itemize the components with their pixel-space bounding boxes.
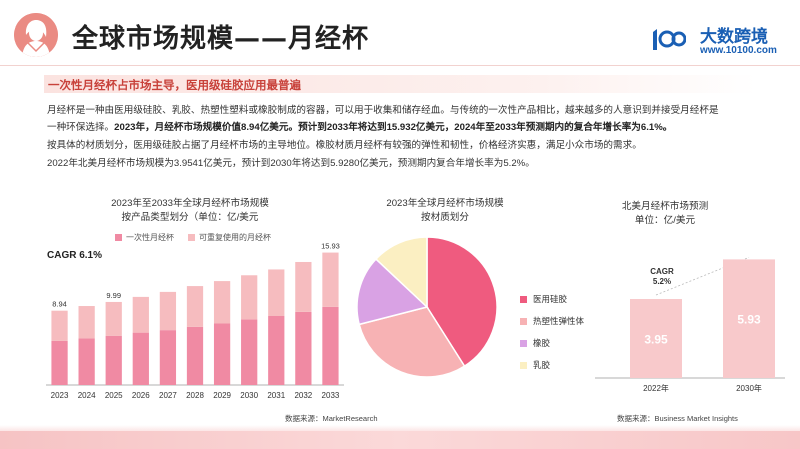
brand-logo-icon bbox=[653, 29, 686, 50]
na-chart-title-line-2: 单位：亿/美元 bbox=[634, 215, 696, 226]
bar-segment-reusable bbox=[51, 310, 68, 341]
bar-segment-reusable bbox=[295, 261, 312, 312]
pie-chart-title: 2023年全球月经杯市场规模 按材质划分 bbox=[375, 197, 515, 225]
bar-x-tick-label: 2027 bbox=[159, 391, 177, 400]
bar-chart-title-line-2: 按产品类型划分（单位：亿/美元 bbox=[121, 212, 259, 223]
brand-url: www.10100.com bbox=[700, 45, 777, 56]
brand-name: 大数跨境 bbox=[700, 27, 768, 47]
bar-x-tick-label: 2024 bbox=[78, 391, 96, 400]
pie-slice bbox=[356, 258, 429, 326]
presenter-avatar-icon bbox=[14, 13, 58, 57]
bar-segment-disposable bbox=[213, 323, 231, 385]
bar-x-tick-label: 2029 bbox=[213, 391, 231, 400]
na-cagr-value: 5.2% bbox=[653, 277, 671, 286]
pie-legend-item: 乳胶 bbox=[520, 354, 584, 376]
bar-segment-disposable bbox=[322, 306, 339, 385]
pie-chart-title-line-2: 按材质划分 bbox=[421, 212, 469, 223]
bar-legend: 一次性月经杯 可重复使用的月经杯 bbox=[115, 232, 271, 243]
bar-segment-disposable bbox=[159, 330, 177, 385]
na-trend-line bbox=[655, 257, 750, 296]
legend-label-disposable: 一次性月经杯 bbox=[126, 233, 174, 242]
na-bar bbox=[630, 299, 682, 378]
page-title: 全球市场规模——月经杯 bbox=[72, 24, 370, 54]
bar-segment-disposable bbox=[132, 332, 149, 385]
bar-cagr-annotation: CAGR 6.1% bbox=[47, 250, 103, 261]
pie-legend-swatch bbox=[520, 361, 527, 369]
bar-data-label: 15.93 bbox=[321, 242, 340, 251]
paragraph-1-plain: 一种环保选择。 bbox=[47, 122, 115, 133]
title-divider bbox=[0, 65, 800, 66]
pie-legend-label: 医用硅胶 bbox=[533, 294, 568, 304]
bar-segment-reusable bbox=[268, 269, 285, 317]
na-x-tick-label: 2030年 bbox=[736, 383, 762, 393]
bar-segment-reusable bbox=[78, 306, 95, 339]
legend-label-reusable: 可重复使用的月经杯 bbox=[199, 233, 271, 242]
bar-segment-disposable bbox=[105, 335, 122, 385]
bar-segment-reusable bbox=[186, 286, 204, 327]
paragraph-1-line-1: 月经杯是一种由医用级硅胶、乳胶、热塑性塑料或橡胶制成的容器，可以用于收集和储存经… bbox=[47, 105, 719, 116]
stacked-bar-chart: 2023 8.94 2024 2025 9.99 2026 2027 2028 2029 2030… bbox=[46, 242, 344, 400]
pie-slice bbox=[374, 236, 428, 309]
na-bar bbox=[723, 259, 775, 378]
pie-legend-item: 热塑性弹性体 bbox=[520, 310, 584, 332]
pie-legend-label: 热塑性弹性体 bbox=[533, 316, 585, 326]
brand-logo: 大数跨境 www.10100.com bbox=[650, 22, 790, 64]
na-chart-source: 数据来源：Business Market Insights bbox=[617, 414, 738, 423]
pie-legend-swatch bbox=[520, 317, 527, 325]
pie-chart-title-line-1: 2023年全球月经杯市场规模 bbox=[386, 198, 504, 209]
pie-legend-item: 医用硅胶 bbox=[520, 288, 584, 310]
bar-x-tick-label: 2025 bbox=[105, 391, 123, 400]
bar-x-tick-label: 2033 bbox=[322, 391, 340, 400]
pie-legend-label: 橡胶 bbox=[533, 338, 551, 348]
paragraph-1-highlight: 2023年，月经杯市场规模价值8.94亿美元。预计到2033年将达到15.932… bbox=[114, 122, 673, 133]
pie-chart bbox=[356, 236, 498, 378]
bar-segment-disposable bbox=[51, 340, 68, 385]
bar-segment-reusable bbox=[132, 296, 149, 333]
section-subtitle: 一次性月经杯占市场主导，医用级硅胶应用最普遍 bbox=[48, 80, 301, 92]
paragraph-3: 2022年北美月经杯市场规模为3.9541亿美元，预计到2030年将达到5.92… bbox=[47, 158, 535, 169]
subtitle-band bbox=[44, 75, 756, 93]
bar-segment-disposable bbox=[241, 319, 258, 385]
bar-segment-reusable bbox=[159, 291, 177, 331]
bar-segment-reusable bbox=[213, 281, 231, 324]
paragraph-1-line-2: 一种环保选择。2023年，月经杯市场规模价值8.94亿美元。预计到2033年将达… bbox=[47, 121, 672, 134]
legend-swatch-reusable bbox=[188, 234, 195, 241]
bar-segment-disposable bbox=[268, 316, 285, 385]
bar-segment-reusable bbox=[241, 275, 258, 320]
bar-segment-disposable bbox=[78, 338, 95, 385]
bar-x-tick-label: 2023 bbox=[51, 391, 69, 400]
na-chart-title: 北美月经杯市场预测 单位：亿/美元 bbox=[600, 200, 730, 228]
bar-segment-reusable bbox=[322, 252, 339, 307]
bar-x-tick-label: 2026 bbox=[132, 391, 150, 400]
na-bar-value-label: 3.95 bbox=[644, 333, 668, 347]
pie-legend: 医用硅胶热塑性弹性体 橡胶乳胶 bbox=[520, 288, 584, 376]
bar-x-tick-label: 2028 bbox=[186, 391, 204, 400]
bar-segment-disposable bbox=[295, 311, 312, 385]
bar-x-tick-label: 2032 bbox=[294, 391, 312, 400]
na-bar-value-label: 5.93 bbox=[737, 313, 761, 327]
na-cagr-label: CAGR bbox=[650, 267, 674, 276]
legend-swatch-disposable bbox=[115, 234, 122, 241]
bar-x-tick-label: 2030 bbox=[240, 391, 258, 400]
bar-segment-disposable bbox=[186, 326, 204, 385]
bar-x-tick-label: 2031 bbox=[267, 391, 285, 400]
na-x-tick-label: 2022年 bbox=[643, 383, 669, 393]
bar-chart-title: 2023年至2033年全球月经杯市场规模 按产品类型划分（单位：亿/美元 bbox=[90, 197, 290, 225]
pie-slice bbox=[358, 306, 466, 378]
bar-chart-title-line-1: 2023年至2033年全球月经杯市场规模 bbox=[111, 198, 269, 209]
bar-data-label: 9.99 bbox=[106, 291, 121, 300]
footer-band bbox=[0, 425, 800, 449]
bar-data-label: 8.94 bbox=[52, 300, 67, 309]
pie-legend-item: 橡胶 bbox=[520, 332, 584, 354]
paragraph-2: 按具体的材质划分，医用级硅胶占据了月经杯市场的主导地位。橡胶材质月经杯有较强的弹… bbox=[47, 140, 642, 151]
bar-segment-reusable bbox=[105, 301, 122, 336]
na-chart-title-line-1: 北美月经杯市场预测 bbox=[621, 201, 709, 212]
pie-legend-swatch bbox=[520, 295, 527, 303]
pie-legend-label: 乳胶 bbox=[533, 360, 551, 370]
pie-legend-swatch bbox=[520, 339, 527, 347]
bar-chart-source: 数据来源：MarketResearch bbox=[285, 414, 378, 423]
